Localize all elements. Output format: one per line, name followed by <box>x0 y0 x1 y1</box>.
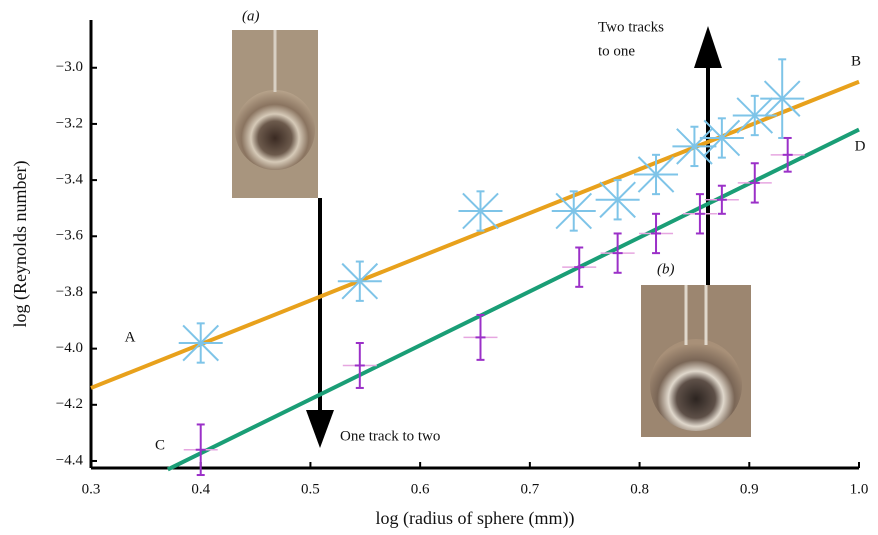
x-tick-label: 0.4 <box>191 481 210 497</box>
line-label: B <box>851 53 861 69</box>
line-label: A <box>125 329 136 345</box>
x-axis-label: log (radius of sphere (mm)) <box>376 508 575 529</box>
y-tick-label: −3.2 <box>56 115 83 131</box>
annotation: to one <box>598 43 635 59</box>
line-label: D <box>855 138 866 154</box>
arrow-b-head <box>694 26 722 68</box>
arrow-a-head <box>306 410 334 448</box>
y-tick-label: −3.6 <box>56 228 84 244</box>
x-tick-label: 0.8 <box>630 481 649 497</box>
photo-a-sphere <box>235 90 315 170</box>
annotation: (a) <box>242 8 260 24</box>
x-tick-label: 0.3 <box>82 481 101 497</box>
y-tick-label: −4.4 <box>56 452 84 468</box>
x-tick-label: 0.5 <box>301 481 320 497</box>
x-tick-label: 0.6 <box>411 481 430 497</box>
annotation: Two tracks <box>598 19 664 35</box>
line-label: C <box>155 437 165 453</box>
photo-b-sphere <box>650 339 742 431</box>
chart: 0.3 0.4 0.5 0.6 0.7 0.8 0.9 1.0 −4.4 −4.2 −4.0 −3.8… <box>0 0 878 535</box>
y-tick-label: −3.0 <box>56 59 83 75</box>
annotation: One track to two <box>340 428 440 444</box>
x-tick-label: 0.7 <box>520 481 539 497</box>
x-tick-label: 1.0 <box>850 481 869 497</box>
y-axis-label: log (Reynolds number) <box>10 161 31 328</box>
y-tick-label: −3.4 <box>56 172 84 188</box>
y-tick-label: −4.2 <box>56 396 83 412</box>
x-tick-label: 0.9 <box>740 481 759 497</box>
y-tick-label: −3.8 <box>56 284 83 300</box>
y-tick-label: −4.0 <box>56 340 83 356</box>
annotation: (b) <box>657 261 675 277</box>
